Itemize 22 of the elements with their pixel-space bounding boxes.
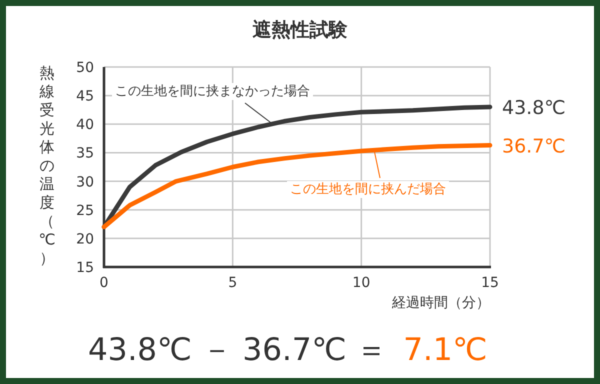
x-axis-title: 経過時間（分） (391, 295, 490, 311)
chart-title: 遮熱性試験 (252, 19, 348, 41)
y-tick-label: 20 (76, 231, 94, 248)
y-tick-label: 30 (76, 174, 94, 190)
text: 7.1℃ (403, 332, 488, 368)
y-tick-label: 45 (76, 88, 94, 105)
y-tick-label: 35 (76, 146, 94, 162)
series-label: この生地を間に挟まなかった場合 (115, 84, 310, 99)
y-tick-label: 15 (76, 260, 94, 276)
y-tick-label: 25 (76, 202, 94, 219)
x-tick-label: 0 (100, 275, 108, 291)
x-tick-label: 10 (352, 275, 370, 291)
text: 43.8℃ － 36.7℃ ＝ (88, 332, 388, 368)
line-series (102, 143, 492, 230)
annotation: 36.7℃ (502, 135, 566, 158)
y-tick-label: 50 (76, 60, 94, 76)
annotation: 43.8℃ (502, 97, 566, 119)
legend-label: この生地を間に挟んだ場合 (290, 182, 446, 197)
y-tick-label: 40 (76, 117, 94, 134)
x-tick-label: 5 (228, 275, 238, 291)
x-tick-label: 15 (481, 275, 499, 291)
text: 熱線受光体の温度（℃） (38, 64, 56, 267)
